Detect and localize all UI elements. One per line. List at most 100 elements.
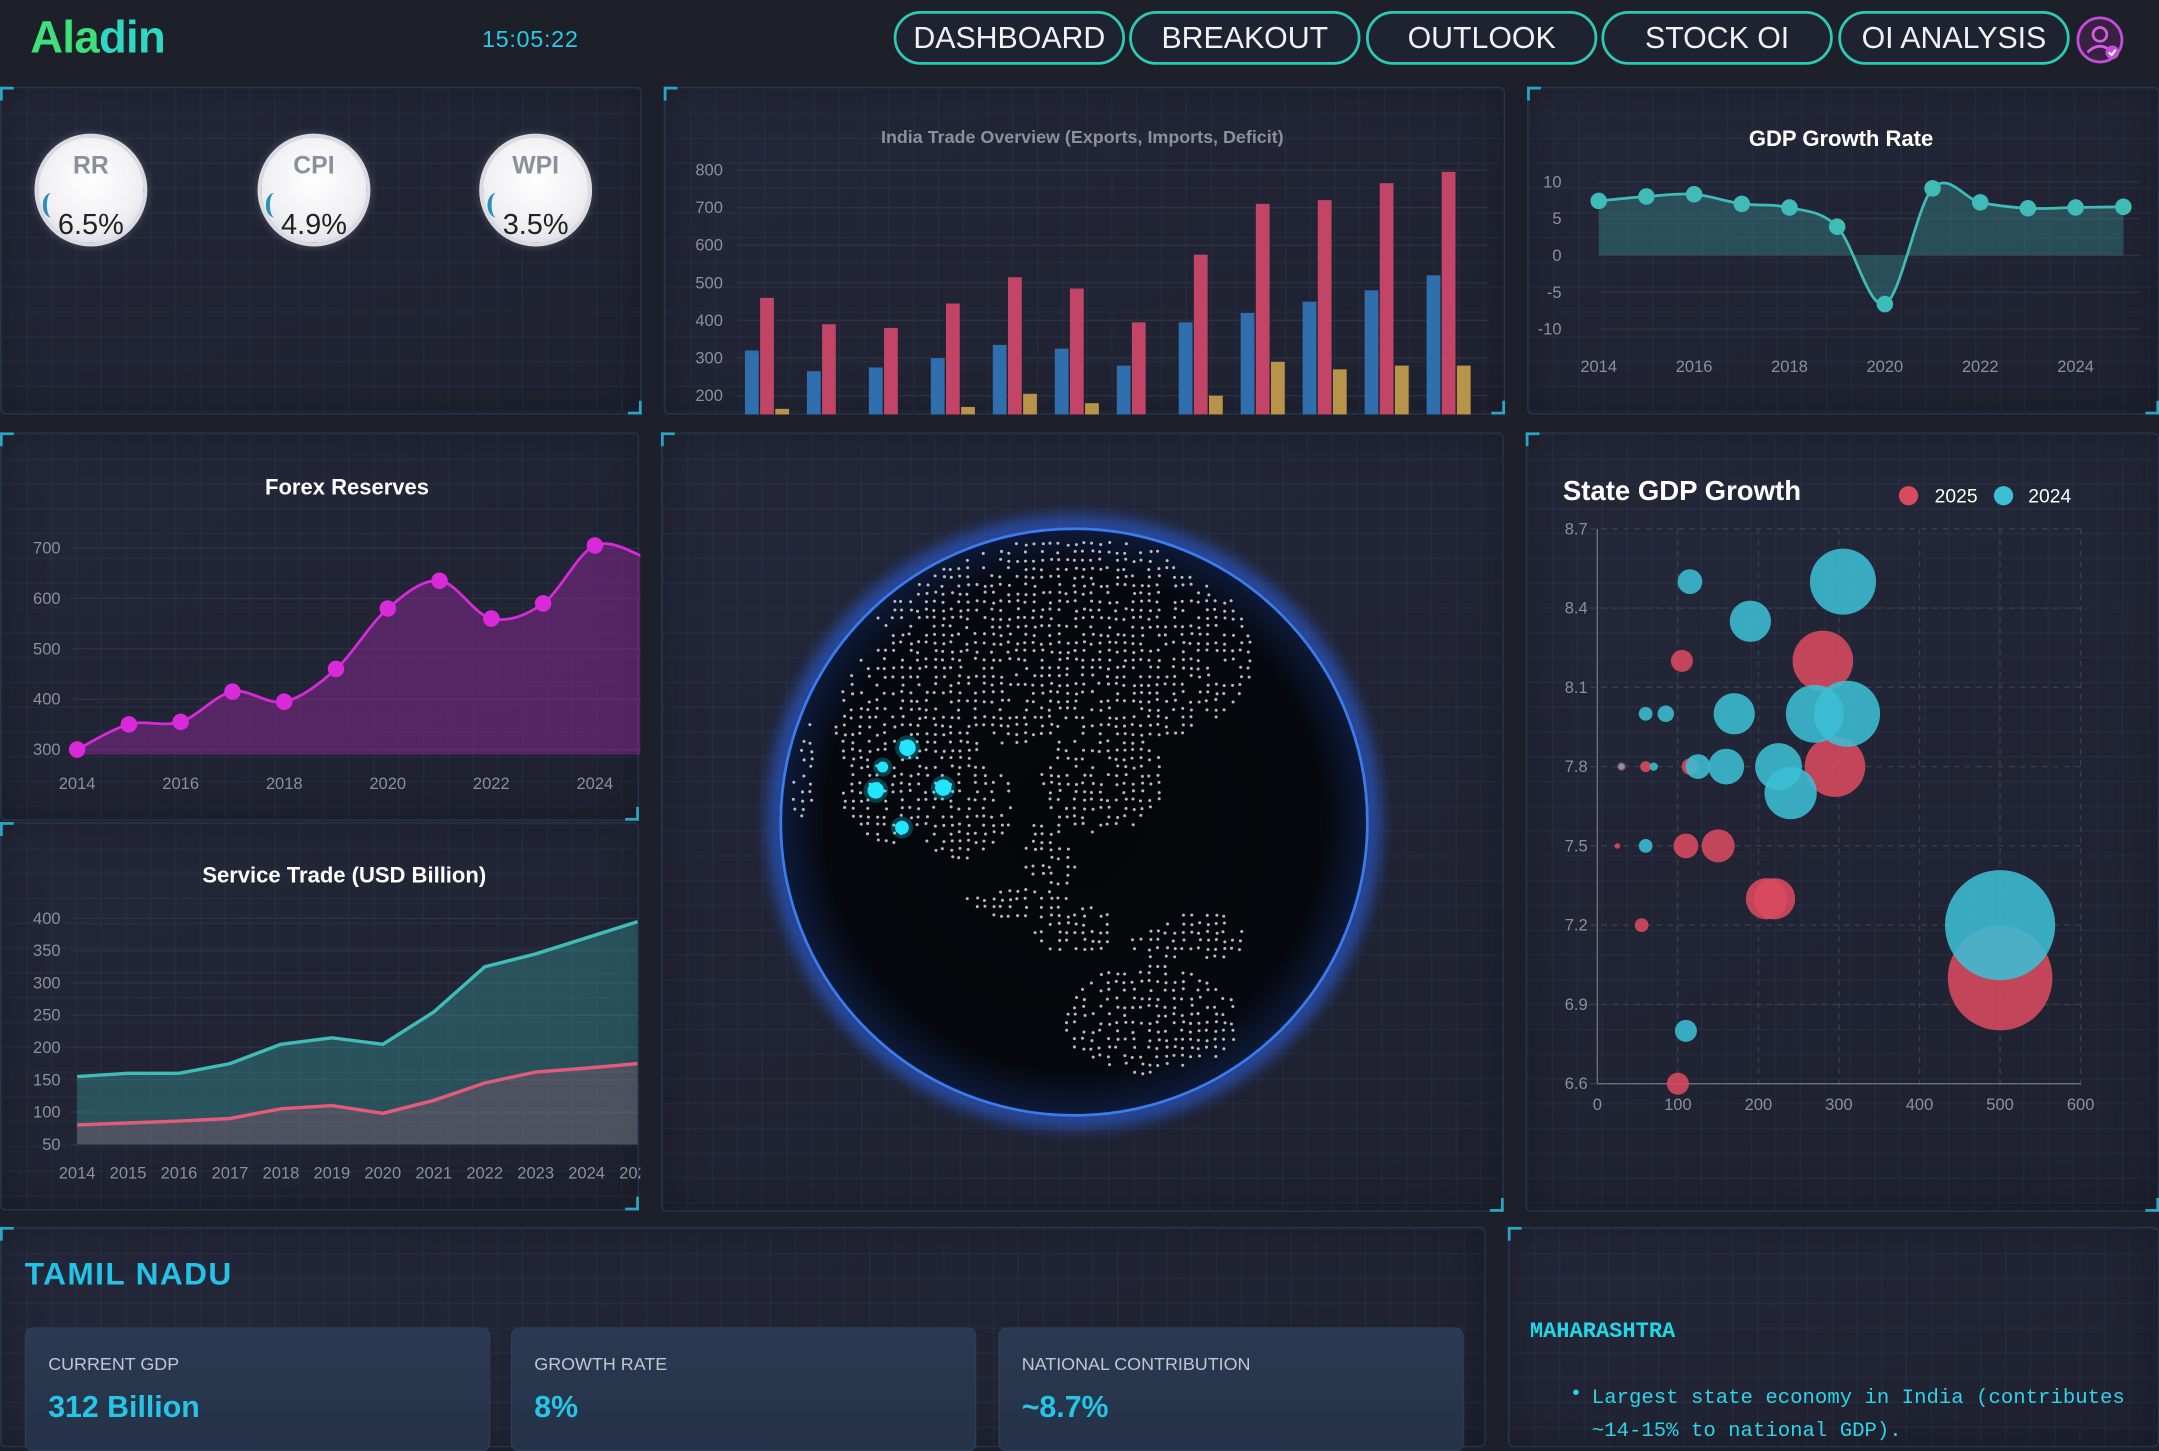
- land-dot: [1024, 543, 1028, 547]
- land-dot: [1066, 915, 1070, 919]
- land-dot: [1106, 634, 1110, 638]
- land-dot: [1215, 1012, 1219, 1016]
- land-dot: [1081, 575, 1085, 579]
- land-dot: [1089, 591, 1093, 595]
- land-dot: [859, 755, 863, 760]
- land-dot: [1122, 665, 1126, 669]
- land-dot: [1057, 623, 1061, 628]
- bubble-2024: [1638, 838, 1653, 853]
- land-dot: [899, 640, 903, 644]
- land-dot: [1114, 681, 1118, 685]
- land-dot: [899, 600, 903, 604]
- land-dot: [1040, 658, 1044, 662]
- land-dot: [1115, 774, 1119, 778]
- user-avatar[interactable]: [2076, 16, 2124, 64]
- land-dot: [1222, 684, 1226, 688]
- nav-oi-analysis[interactable]: OI ANALYSIS: [1838, 11, 2070, 65]
- app-logo[interactable]: Aladin: [30, 11, 165, 63]
- land-dot: [1116, 972, 1120, 976]
- y-tick-label: 100: [33, 1103, 61, 1122]
- x-tick-label: 2024: [568, 1164, 605, 1183]
- y-tick-label: 400: [33, 909, 61, 928]
- land-dot: [1049, 699, 1053, 703]
- nav-outlook[interactable]: OUTLOOK: [1365, 11, 1598, 65]
- land-dot: [1172, 996, 1176, 1000]
- land-dot: [1041, 648, 1045, 652]
- land-dot: [882, 815, 886, 819]
- land-dot: [1089, 791, 1093, 795]
- land-dot: [1157, 733, 1161, 737]
- land-dot: [1147, 684, 1151, 688]
- land-dot: [1074, 624, 1078, 629]
- logo-part-2: din: [98, 11, 166, 62]
- land-dot: [1141, 789, 1145, 793]
- land-dot: [1090, 665, 1094, 669]
- tamil-nadu-panel: TAMIL NADU CURRENT GDP 312 Billion GROWT…: [0, 1226, 1486, 1451]
- gdp-point: [2115, 198, 2132, 216]
- gdp-point: [1971, 194, 1989, 211]
- bar-imports: [760, 297, 774, 415]
- bar-imports: [1193, 254, 1208, 415]
- land-dot: [1033, 715, 1037, 719]
- land-dot: [1106, 1055, 1110, 1059]
- land-dot: [1132, 560, 1136, 564]
- land-dot: [1205, 632, 1209, 636]
- land-dot: [1099, 633, 1103, 637]
- land-dot: [1072, 814, 1076, 818]
- land-dot: [1082, 682, 1086, 686]
- nav-breakout[interactable]: BREAKOUT: [1129, 11, 1361, 65]
- globe-map[interactable]: [662, 434, 1505, 1213]
- land-dot: [1006, 823, 1010, 827]
- bar-exports: [1426, 275, 1441, 415]
- land-dot: [1232, 1037, 1236, 1042]
- land-dot: [1080, 757, 1084, 761]
- land-dot: [1006, 732, 1010, 736]
- land-dot: [1181, 689, 1185, 693]
- nav-dashboard[interactable]: DASHBOARD: [893, 11, 1126, 65]
- land-dot: [1214, 708, 1218, 712]
- nav-stock-oi[interactable]: STOCK OI: [1601, 11, 1833, 65]
- land-dot: [1205, 708, 1209, 712]
- globe-halo: [769, 517, 1379, 1127]
- trade-overview-panel: India Trade Overview (Exports, Imports, …: [663, 86, 1506, 415]
- land-dot: [973, 631, 977, 635]
- land-dot: [1139, 700, 1143, 704]
- land-dot: [1049, 806, 1053, 810]
- land-dot: [966, 832, 970, 836]
- land-dot: [1090, 690, 1094, 694]
- land-dot: [1123, 551, 1127, 555]
- land-dot: [941, 815, 945, 819]
- land-dot: [1163, 682, 1167, 686]
- land-dot: [933, 797, 937, 801]
- land-dot: [1131, 823, 1135, 827]
- land-dot: [858, 731, 862, 735]
- state-marker: [934, 779, 952, 796]
- y-tick-label: 600: [33, 589, 61, 608]
- land-dot: [1024, 624, 1028, 628]
- land-dot: [982, 690, 986, 694]
- land-dot: [1065, 773, 1069, 777]
- land-dot: [900, 798, 904, 802]
- land-dot: [1098, 1053, 1102, 1057]
- land-dot: [1206, 690, 1210, 694]
- land-dot: [967, 681, 971, 685]
- land-dot: [1091, 807, 1095, 811]
- land-dot: [1000, 741, 1004, 745]
- land-dot: [900, 689, 904, 694]
- bar-deficit: [1023, 393, 1037, 415]
- land-dot: [900, 616, 904, 620]
- land-dot: [1223, 658, 1227, 662]
- land-dot: [982, 641, 986, 645]
- land-dot: [1214, 1045, 1218, 1049]
- land-dot: [1189, 1021, 1193, 1025]
- land-dot: [1032, 542, 1036, 546]
- land-dot: [883, 731, 887, 735]
- forex-point: [275, 693, 293, 710]
- land-dot: [1149, 929, 1153, 933]
- land-dot: [950, 839, 954, 843]
- land-dot: [1196, 642, 1200, 646]
- land-dot: [1074, 922, 1078, 926]
- land-dot: [1033, 890, 1037, 894]
- land-dot: [809, 764, 813, 768]
- x-tick-label: 200: [1745, 1095, 1773, 1114]
